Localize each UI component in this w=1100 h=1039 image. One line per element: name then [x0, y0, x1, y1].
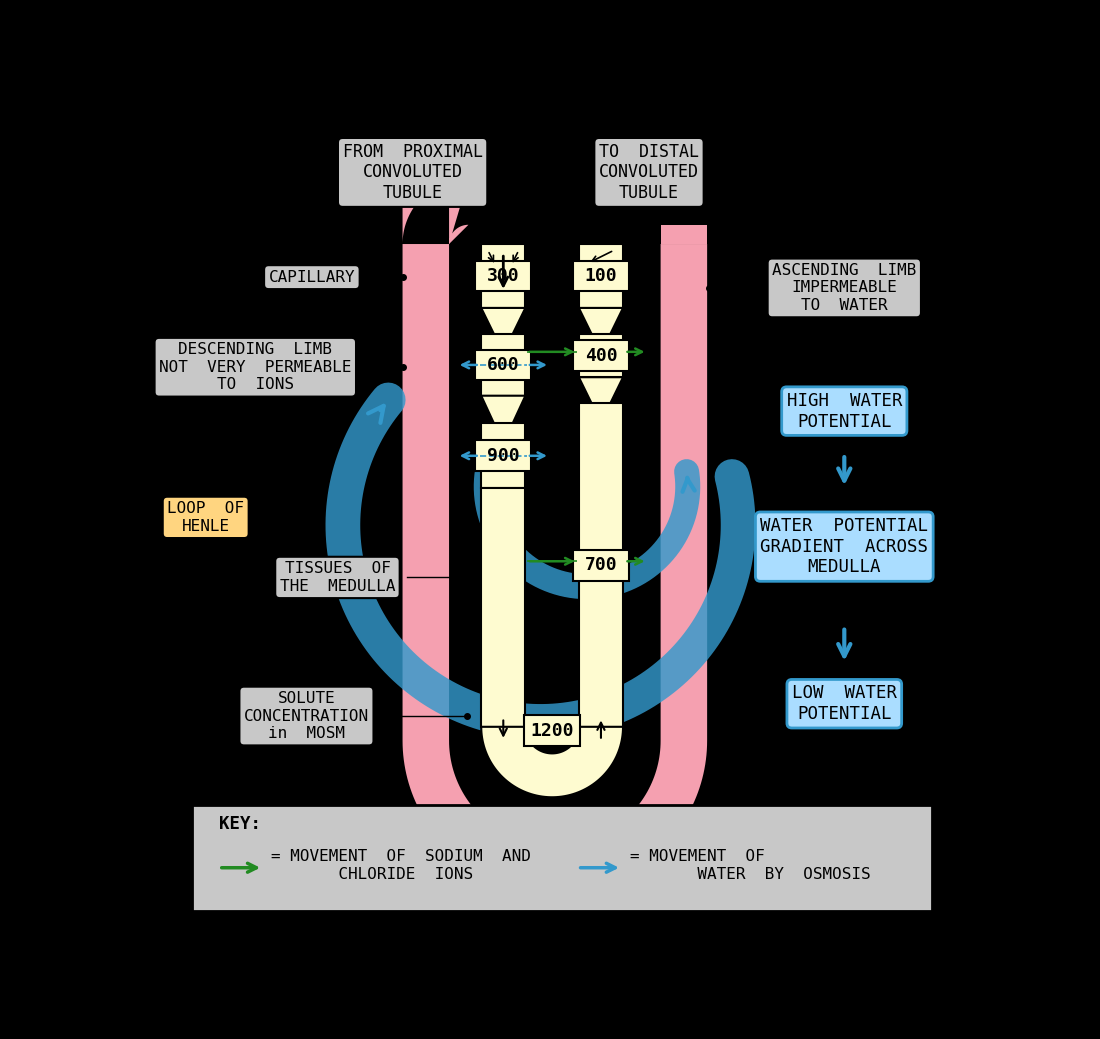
Text: TO  DISTAL
CONVOLUTED
TUBULE: TO DISTAL CONVOLUTED TUBULE: [600, 142, 698, 203]
Polygon shape: [481, 244, 526, 308]
Text: = MOVEMENT  OF  SODIUM  AND
       CHLORIDE  IONS: = MOVEMENT OF SODIUM AND CHLORIDE IONS: [271, 849, 530, 882]
Text: DESCENDING  LIMB
NOT  VERY  PERMEABLE
TO  IONS: DESCENDING LIMB NOT VERY PERMEABLE TO IO…: [160, 342, 352, 392]
Text: 300: 300: [487, 267, 519, 285]
Text: 400: 400: [584, 347, 617, 365]
FancyBboxPatch shape: [475, 349, 531, 380]
FancyBboxPatch shape: [525, 715, 580, 746]
Text: WATER  POTENTIAL
GRADIENT  ACROSS
MEDULLA: WATER POTENTIAL GRADIENT ACROSS MEDULLA: [760, 516, 928, 577]
Polygon shape: [403, 244, 707, 891]
Text: 100: 100: [584, 267, 617, 285]
Text: 900: 900: [487, 447, 519, 464]
FancyBboxPatch shape: [475, 441, 531, 471]
Polygon shape: [579, 308, 623, 335]
Text: 1200: 1200: [530, 722, 574, 740]
FancyBboxPatch shape: [573, 341, 629, 371]
Polygon shape: [481, 308, 526, 335]
Text: FROM  PROXIMAL
CONVOLUTED
TUBULE: FROM PROXIMAL CONVOLUTED TUBULE: [342, 142, 483, 203]
FancyBboxPatch shape: [475, 261, 531, 291]
Polygon shape: [481, 335, 526, 396]
Text: KEY:: KEY:: [219, 815, 261, 833]
Text: CAPILLARY: CAPILLARY: [268, 270, 355, 285]
Polygon shape: [661, 224, 707, 244]
FancyBboxPatch shape: [573, 550, 629, 581]
Polygon shape: [481, 488, 526, 727]
Polygon shape: [579, 377, 623, 403]
FancyBboxPatch shape: [191, 804, 932, 911]
FancyBboxPatch shape: [573, 261, 629, 291]
Polygon shape: [579, 335, 623, 377]
Polygon shape: [579, 403, 623, 727]
Polygon shape: [481, 424, 526, 488]
Polygon shape: [579, 244, 623, 308]
Text: 700: 700: [584, 556, 617, 575]
Text: = MOVEMENT  OF
       WATER  BY  OSMOSIS: = MOVEMENT OF WATER BY OSMOSIS: [629, 849, 870, 882]
Polygon shape: [481, 727, 623, 797]
Text: LOW  WATER
POTENTIAL: LOW WATER POTENTIAL: [792, 685, 896, 723]
Text: ASCENDING  LIMB
IMPERMEABLE
TO  WATER: ASCENDING LIMB IMPERMEABLE TO WATER: [772, 263, 916, 313]
Text: SOLUTE
CONCENTRATION
in  MOSM: SOLUTE CONCENTRATION in MOSM: [244, 691, 369, 741]
Text: LOOP  OF
HENLE: LOOP OF HENLE: [167, 501, 244, 534]
Polygon shape: [481, 396, 526, 424]
Text: HIGH  WATER
POTENTIAL: HIGH WATER POTENTIAL: [786, 392, 902, 430]
Text: TISSUES  OF
THE  MEDULLA: TISSUES OF THE MEDULLA: [279, 561, 395, 593]
Text: 600: 600: [487, 356, 519, 374]
Polygon shape: [403, 177, 469, 244]
